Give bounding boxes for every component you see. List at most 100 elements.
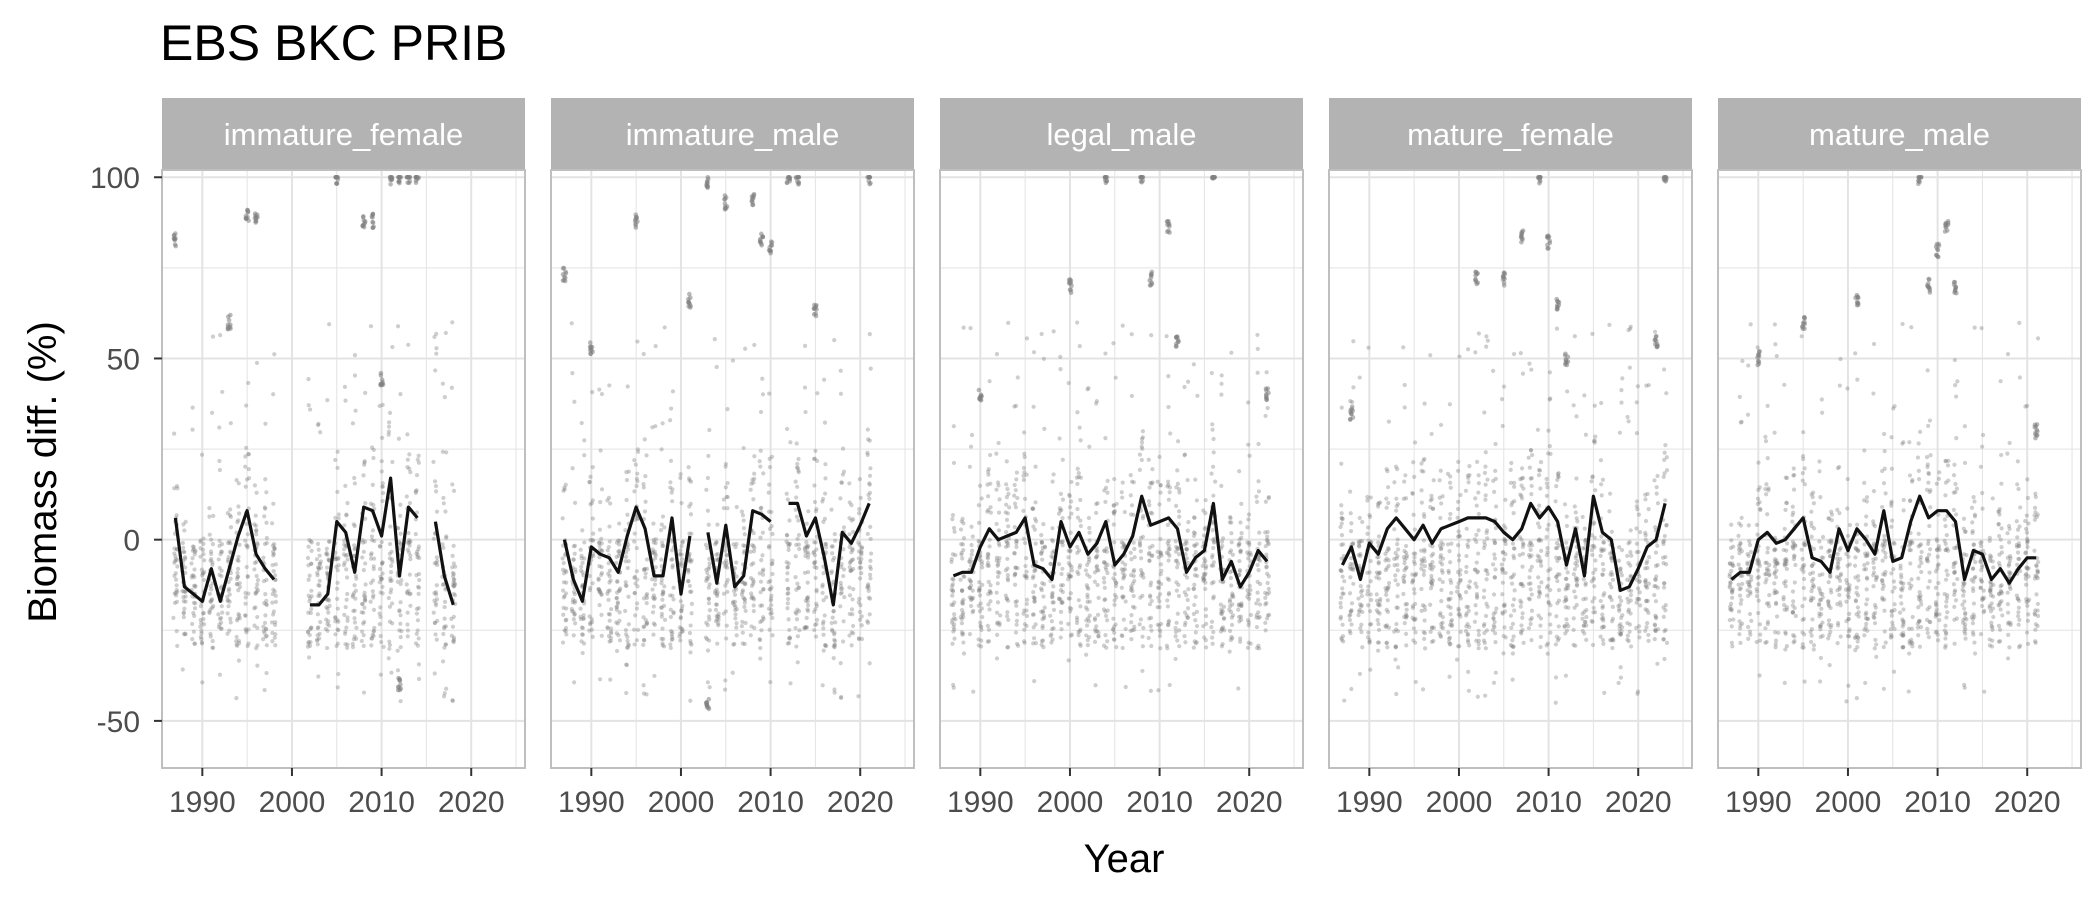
scatter-point (1186, 598, 1190, 602)
scatter-point (452, 640, 456, 644)
scatter-point (1006, 321, 1010, 325)
scatter-point (398, 514, 402, 518)
scatter-point (686, 579, 690, 583)
scatter-point (1052, 472, 1056, 476)
scatter-point (813, 449, 817, 453)
scatter-point (1626, 328, 1630, 332)
scatter-point (264, 490, 268, 494)
scatter-point (1168, 683, 1172, 687)
scatter-point (743, 532, 747, 536)
scatter-point (869, 366, 873, 370)
scatter-point (590, 628, 594, 632)
scatter-point (181, 546, 185, 550)
scatter-point (1458, 572, 1462, 576)
scatter-point (1075, 615, 1079, 619)
scatter-point (1085, 623, 1089, 627)
scatter-point (1051, 480, 1055, 484)
scatter-point (951, 683, 955, 687)
scatter-point (786, 175, 791, 180)
scatter-point (243, 627, 247, 631)
scatter-point (1502, 603, 1506, 607)
scatter-point (262, 629, 266, 633)
scatter-point (1113, 572, 1117, 576)
scatter-point (1654, 599, 1658, 603)
scatter-point (1466, 539, 1470, 543)
scatter-point (1376, 622, 1380, 626)
scatter-point (1257, 531, 1261, 535)
scatter-point (951, 577, 955, 581)
scatter-point (635, 339, 639, 343)
scatter-point (175, 558, 179, 562)
scatter-point (986, 624, 990, 628)
scatter-point (1404, 612, 1408, 616)
scatter-point (1502, 557, 1506, 561)
scatter-point (679, 501, 683, 505)
scatter-point (1120, 490, 1124, 494)
scatter-point (387, 425, 391, 429)
scatter-point (1618, 567, 1622, 571)
scatter-point (1476, 695, 1480, 699)
scatter-point (1474, 639, 1478, 643)
scatter-point (1584, 597, 1588, 601)
scatter-point (1157, 623, 1161, 627)
scatter-point (1032, 679, 1036, 683)
scatter-point (803, 625, 807, 629)
scatter-point (741, 631, 745, 635)
scatter-point (1177, 628, 1181, 632)
scatter-point (1448, 636, 1452, 640)
scatter-point (1446, 604, 1450, 608)
scatter-point (1601, 562, 1605, 566)
scatter-point (570, 371, 574, 375)
scatter-point (1564, 617, 1568, 621)
scatter-point (1527, 543, 1531, 547)
scatter-point (1459, 630, 1463, 634)
scatter-point (1078, 498, 1082, 502)
scatter-point (270, 639, 274, 643)
scatter-point (814, 634, 818, 638)
scatter-point (1476, 490, 1480, 494)
scatter-point (1238, 520, 1242, 524)
scatter-point (228, 513, 232, 517)
scatter-point (1005, 518, 1009, 522)
scatter-point (996, 483, 1000, 487)
scatter-point (570, 466, 574, 470)
scatter-point (1112, 637, 1116, 641)
scatter-point (274, 594, 278, 598)
y-axis-title: Biomass diff. (%) (21, 321, 65, 623)
scatter-point (1592, 596, 1596, 600)
scatter-point (1401, 576, 1405, 580)
scatter-point (1476, 551, 1480, 555)
scatter-point (1554, 675, 1558, 679)
scatter-point (688, 584, 692, 588)
scatter-point (192, 642, 196, 646)
scatter-point (788, 681, 792, 685)
scatter-point (624, 583, 628, 587)
scatter-point (1572, 628, 1576, 632)
scatter-point (1564, 674, 1568, 678)
scatter-point (354, 626, 358, 630)
scatter-point (1239, 603, 1243, 607)
scatter-point (704, 621, 708, 625)
scatter-point (1556, 638, 1560, 642)
scatter-point (1485, 577, 1489, 581)
scatter-point (211, 514, 215, 518)
scatter-point (450, 386, 454, 390)
scatter-point (1475, 504, 1479, 508)
scatter-point (1210, 620, 1214, 624)
scatter-point (794, 480, 798, 484)
scatter-point (372, 630, 376, 634)
scatter-point (236, 567, 240, 571)
scatter-point (1349, 529, 1353, 533)
scatter-point (199, 631, 203, 635)
scatter-point (1041, 638, 1045, 642)
scatter-point (1204, 498, 1208, 502)
scatter-point (175, 484, 179, 488)
scatter-point (868, 661, 872, 665)
scatter-point (441, 382, 445, 386)
scatter-point (952, 461, 956, 465)
scatter-point (254, 491, 258, 495)
scatter-point (1599, 482, 1603, 486)
scatter-point (235, 644, 239, 648)
scatter-point (354, 589, 358, 593)
scatter-point (405, 175, 410, 180)
